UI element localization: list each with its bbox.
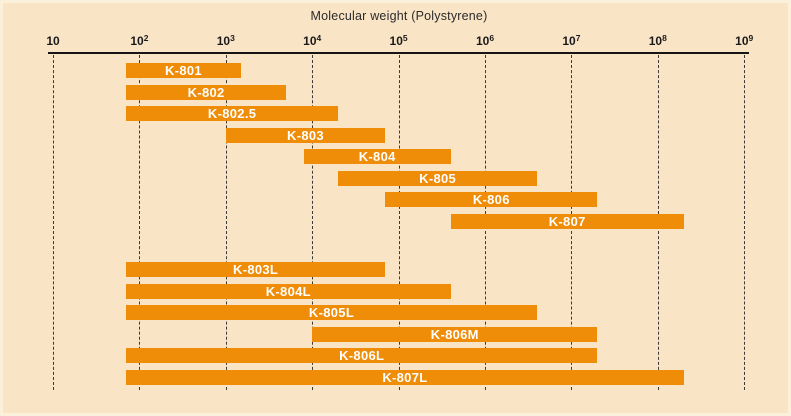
- gridline: [744, 55, 746, 390]
- range-bar-k-806l: K-806L: [126, 348, 598, 363]
- range-bar-k-803: K-803: [225, 128, 386, 143]
- x-axis-tick-label: 106: [475, 33, 495, 48]
- x-axis-tick-label: 107: [562, 33, 581, 48]
- bar-label: K-807L: [382, 370, 428, 385]
- range-bar-k-804l: K-804L: [126, 284, 451, 299]
- bar-label: K-803L: [233, 262, 279, 277]
- x-axis-tick-label: 104: [303, 33, 322, 48]
- bar-label: K-806M: [430, 327, 479, 342]
- range-bar-k-807l: K-807L: [126, 370, 684, 385]
- range-bar-k-807: K-807: [450, 214, 684, 229]
- x-axis-line: [48, 52, 749, 54]
- bar-label: K-806L: [339, 348, 385, 363]
- bar-label: K-804: [358, 149, 396, 164]
- bar-label: K-802.5: [207, 106, 257, 121]
- range-bar-k-802: K-802: [126, 85, 287, 100]
- x-axis-tick-label: 105: [389, 33, 408, 48]
- range-bar-k-803l: K-803L: [126, 262, 386, 277]
- x-axis-tick-label: 108: [648, 33, 667, 48]
- bar-label: K-802: [187, 85, 225, 100]
- bar-label: K-804L: [265, 284, 311, 299]
- gridline: [398, 55, 400, 390]
- range-bar-k-806: K-806: [385, 192, 598, 207]
- bar-label: K-806: [472, 192, 510, 207]
- bar-label: K-805: [419, 171, 457, 186]
- gridline: [225, 55, 227, 390]
- range-bar-k-801: K-801: [126, 63, 241, 78]
- x-axis-tick-label: 103: [216, 33, 235, 48]
- range-bar-k-804: K-804: [303, 149, 451, 164]
- bar-label: K-803: [287, 128, 324, 143]
- x-axis-tick-label: 10: [46, 34, 60, 48]
- range-bar-k-802.5: K-802.5: [126, 106, 339, 121]
- range-bar-k-805: K-805: [338, 171, 537, 186]
- x-axis-tick-label: 102: [130, 33, 149, 48]
- range-bar-k-805l: K-805L: [126, 305, 537, 320]
- x-axis-tick-label: 109: [735, 33, 754, 48]
- bar-label: K-807: [548, 214, 586, 229]
- bar-label: K-805L: [308, 305, 355, 320]
- range-bar-k-806m: K-806M: [312, 327, 598, 342]
- bar-label: K-801: [165, 63, 202, 78]
- gridline: [53, 55, 54, 390]
- gridline: [312, 55, 314, 390]
- chart-title: Molecular weight (Polystyrene): [310, 9, 488, 23]
- gridline: [139, 55, 141, 390]
